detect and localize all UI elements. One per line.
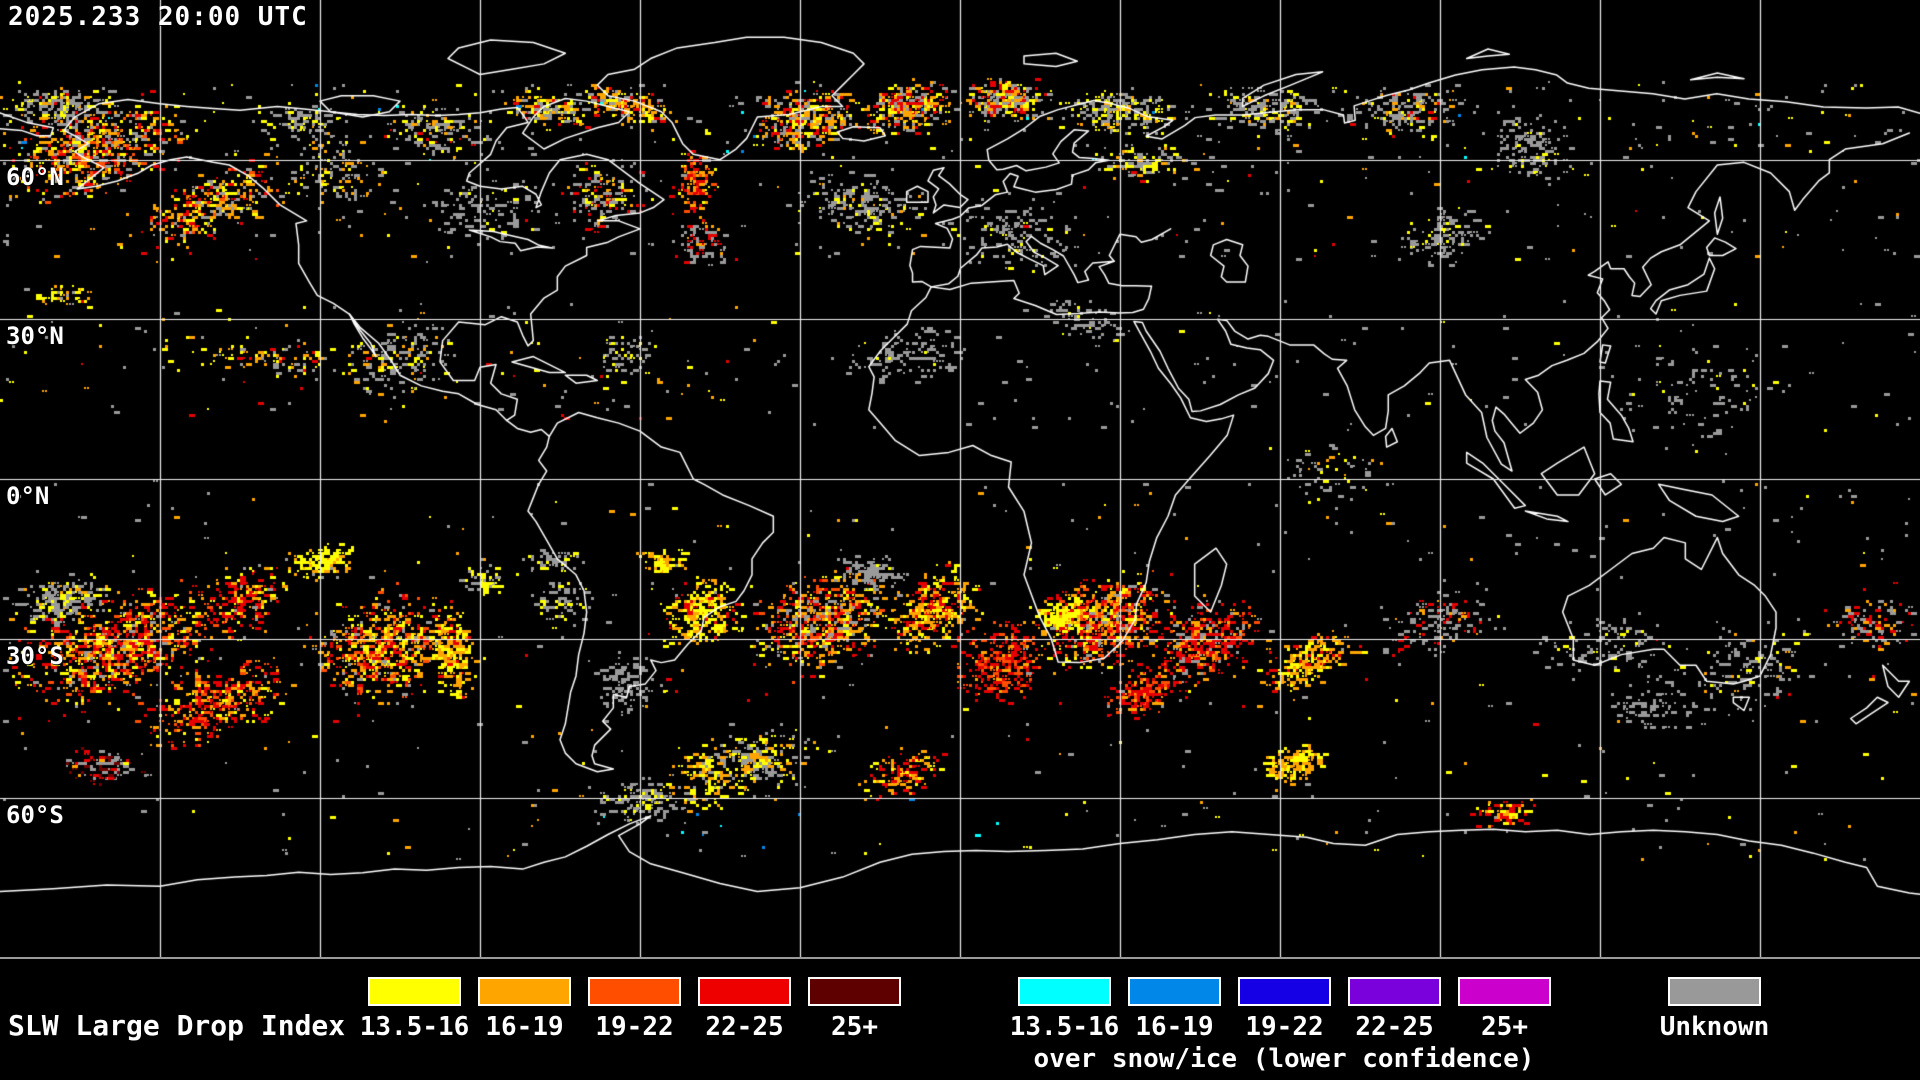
lat-label: 60°N: [6, 162, 64, 191]
liquid-1-label: 16-19: [485, 1012, 564, 1042]
world-map-canvas: [0, 0, 1920, 958]
lat-label: 60°S: [6, 801, 64, 830]
liquid-2-label: 19-22: [595, 1012, 674, 1042]
legend: SLW Large Drop Index 13.5-16 16-19 19-22 22…: [0, 959, 1920, 1080]
unknown-label: Unknown: [1659, 1012, 1770, 1042]
liquid-2-swatch: [588, 977, 681, 1006]
ice-3-swatch: [1348, 977, 1441, 1006]
liquid-4-swatch: [808, 977, 901, 1006]
ice-1-swatch: [1128, 977, 1221, 1006]
liquid-1-swatch: [478, 977, 571, 1006]
liquid-0-label: 13.5-16: [359, 1012, 470, 1042]
ice-4-swatch: [1458, 977, 1551, 1006]
lat-label: 30°N: [6, 322, 64, 351]
ice-4-label: 25+: [1481, 1012, 1528, 1042]
ice-2-swatch: [1238, 977, 1331, 1006]
timestamp: 2025.233 20:00 UTC: [8, 2, 308, 32]
ice-0-label: 13.5-16: [1009, 1012, 1120, 1042]
lat-label: 30°S: [6, 641, 64, 670]
liquid-3-swatch: [698, 977, 791, 1006]
legend-subtitle: over snow/ice (lower confidence): [1033, 1044, 1535, 1074]
unknown-swatch: [1668, 977, 1761, 1006]
map-bottom-border: [0, 957, 1920, 959]
ice-2-label: 19-22: [1245, 1012, 1324, 1042]
ice-1-label: 16-19: [1135, 1012, 1214, 1042]
liquid-3-label: 22-25: [705, 1012, 784, 1042]
liquid-0-swatch: [368, 977, 461, 1006]
world-map: 2025.233 20:00 UTC 60°N 30°N 0°N 30°S 60°S: [0, 0, 1920, 958]
ice-0-swatch: [1018, 977, 1111, 1006]
liquid-4-label: 25+: [831, 1012, 878, 1042]
legend-title: SLW Large Drop Index: [8, 1009, 346, 1042]
lat-label: 0°N: [6, 482, 50, 510]
ice-3-label: 22-25: [1355, 1012, 1434, 1042]
